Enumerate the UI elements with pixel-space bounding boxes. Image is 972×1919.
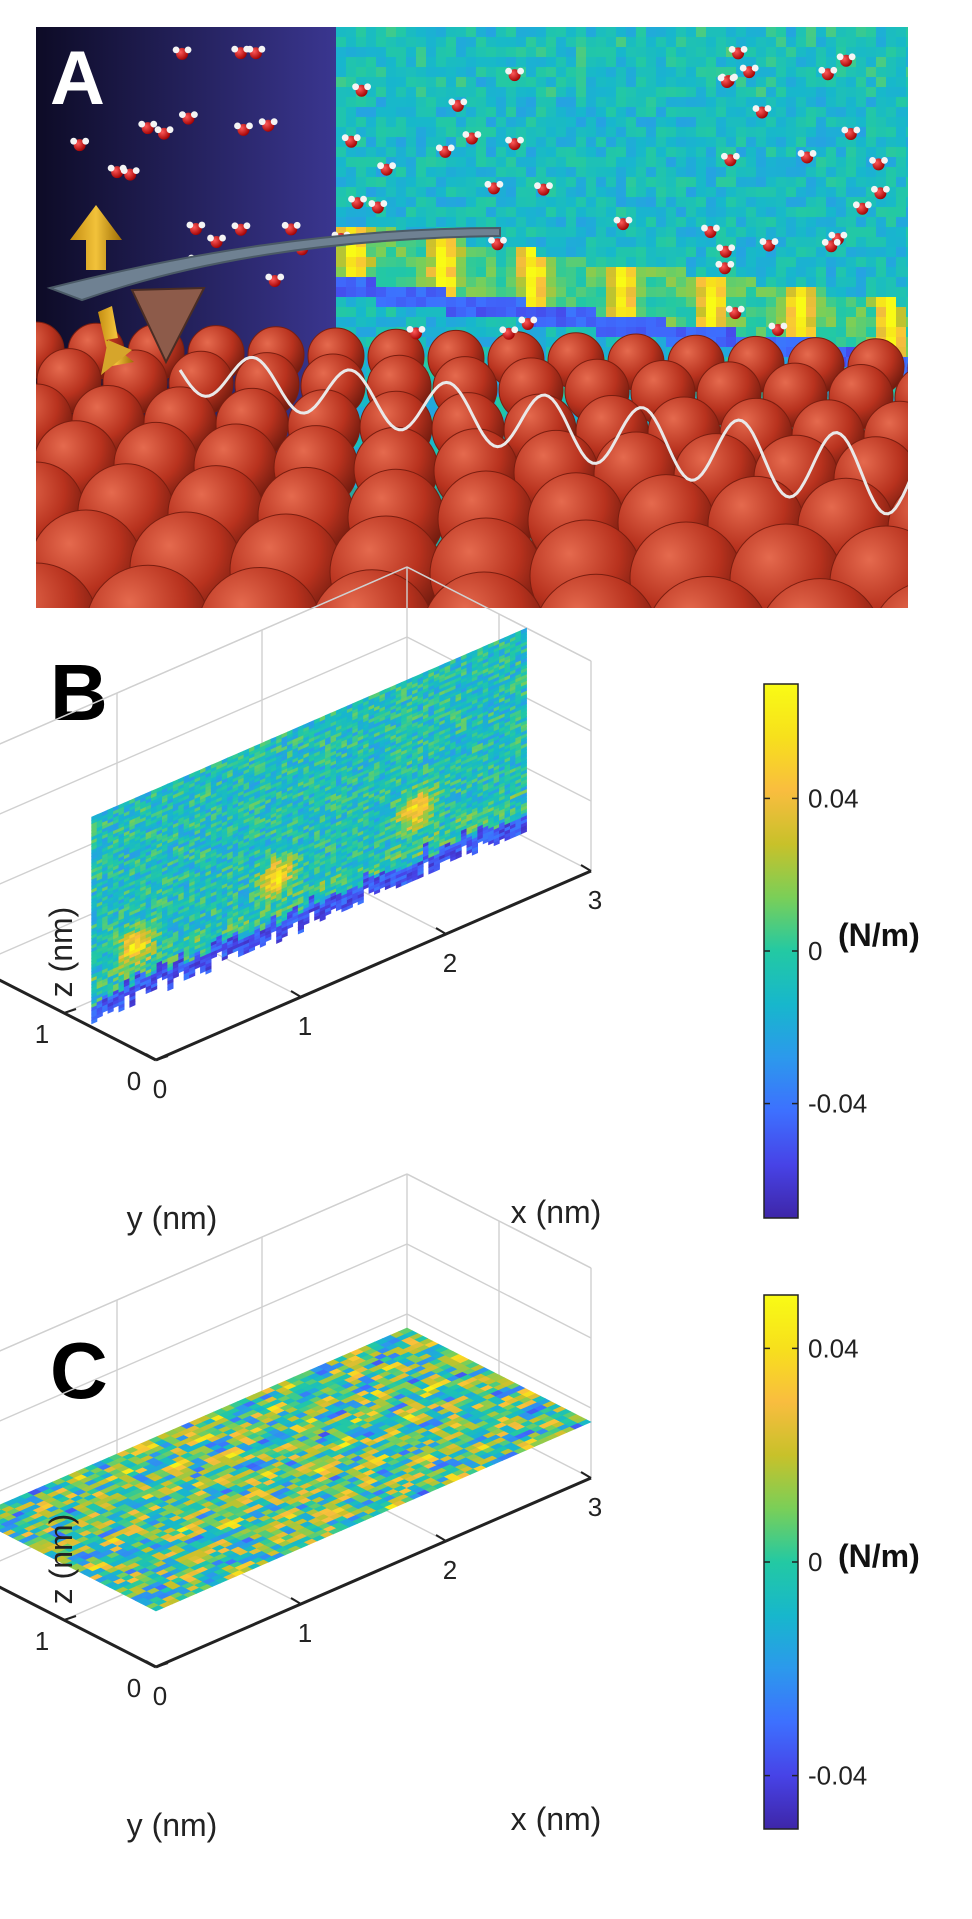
panel-a-cantilever — [46, 226, 501, 365]
b-x-tick-label: 0 — [153, 1074, 167, 1104]
panel-c-label: C — [50, 1326, 108, 1415]
b-colorbar-tick-label: -0.04 — [808, 1089, 867, 1119]
b-x-tick-mark — [290, 990, 302, 998]
panel-a-label: A — [50, 36, 105, 121]
panel-b-force-slice — [91, 627, 527, 1025]
panel-b-label: B — [50, 648, 108, 737]
b-y-axis-title: y (nm) — [127, 1200, 218, 1236]
b-y-tick-label: 1 — [35, 1019, 49, 1049]
b-x-tick-label: 2 — [443, 948, 457, 978]
panel-a-oscillation-wave — [178, 355, 908, 516]
panel-b-colorbar: 0.04 0 -0.04 (N/m) — [763, 683, 920, 1219]
panel-a-oscillation-arrows — [70, 205, 134, 375]
b-x-tick-label: 3 — [588, 885, 602, 915]
panel-c-chart: 012301200.511.5x (nm)y (nm)z (nm) 0.040-… — [0, 1173, 920, 1843]
panel-b-chart: 012301200.511.5x (nm)y (nm)z (nm) 0.040-… — [0, 566, 920, 1236]
b-y-tick-label: 0 — [127, 1066, 141, 1096]
b-z-axis-title: z (nm) — [43, 907, 79, 998]
b-x-axis-title: x (nm) — [511, 1194, 602, 1230]
b-x-tick-label: 1 — [298, 1011, 312, 1041]
b-x-tick-mark — [580, 864, 592, 872]
b-x-tick-mark — [435, 927, 447, 935]
b-colorbar-tick-label: 0.04 — [808, 783, 859, 813]
b-colorbar-tick-label: 0 — [808, 936, 822, 966]
panel-a-illustration — [36, 27, 908, 608]
b-y-tick-mark — [63, 1008, 77, 1014]
panel-b-colorbar-unit: (N/m) — [838, 917, 920, 953]
